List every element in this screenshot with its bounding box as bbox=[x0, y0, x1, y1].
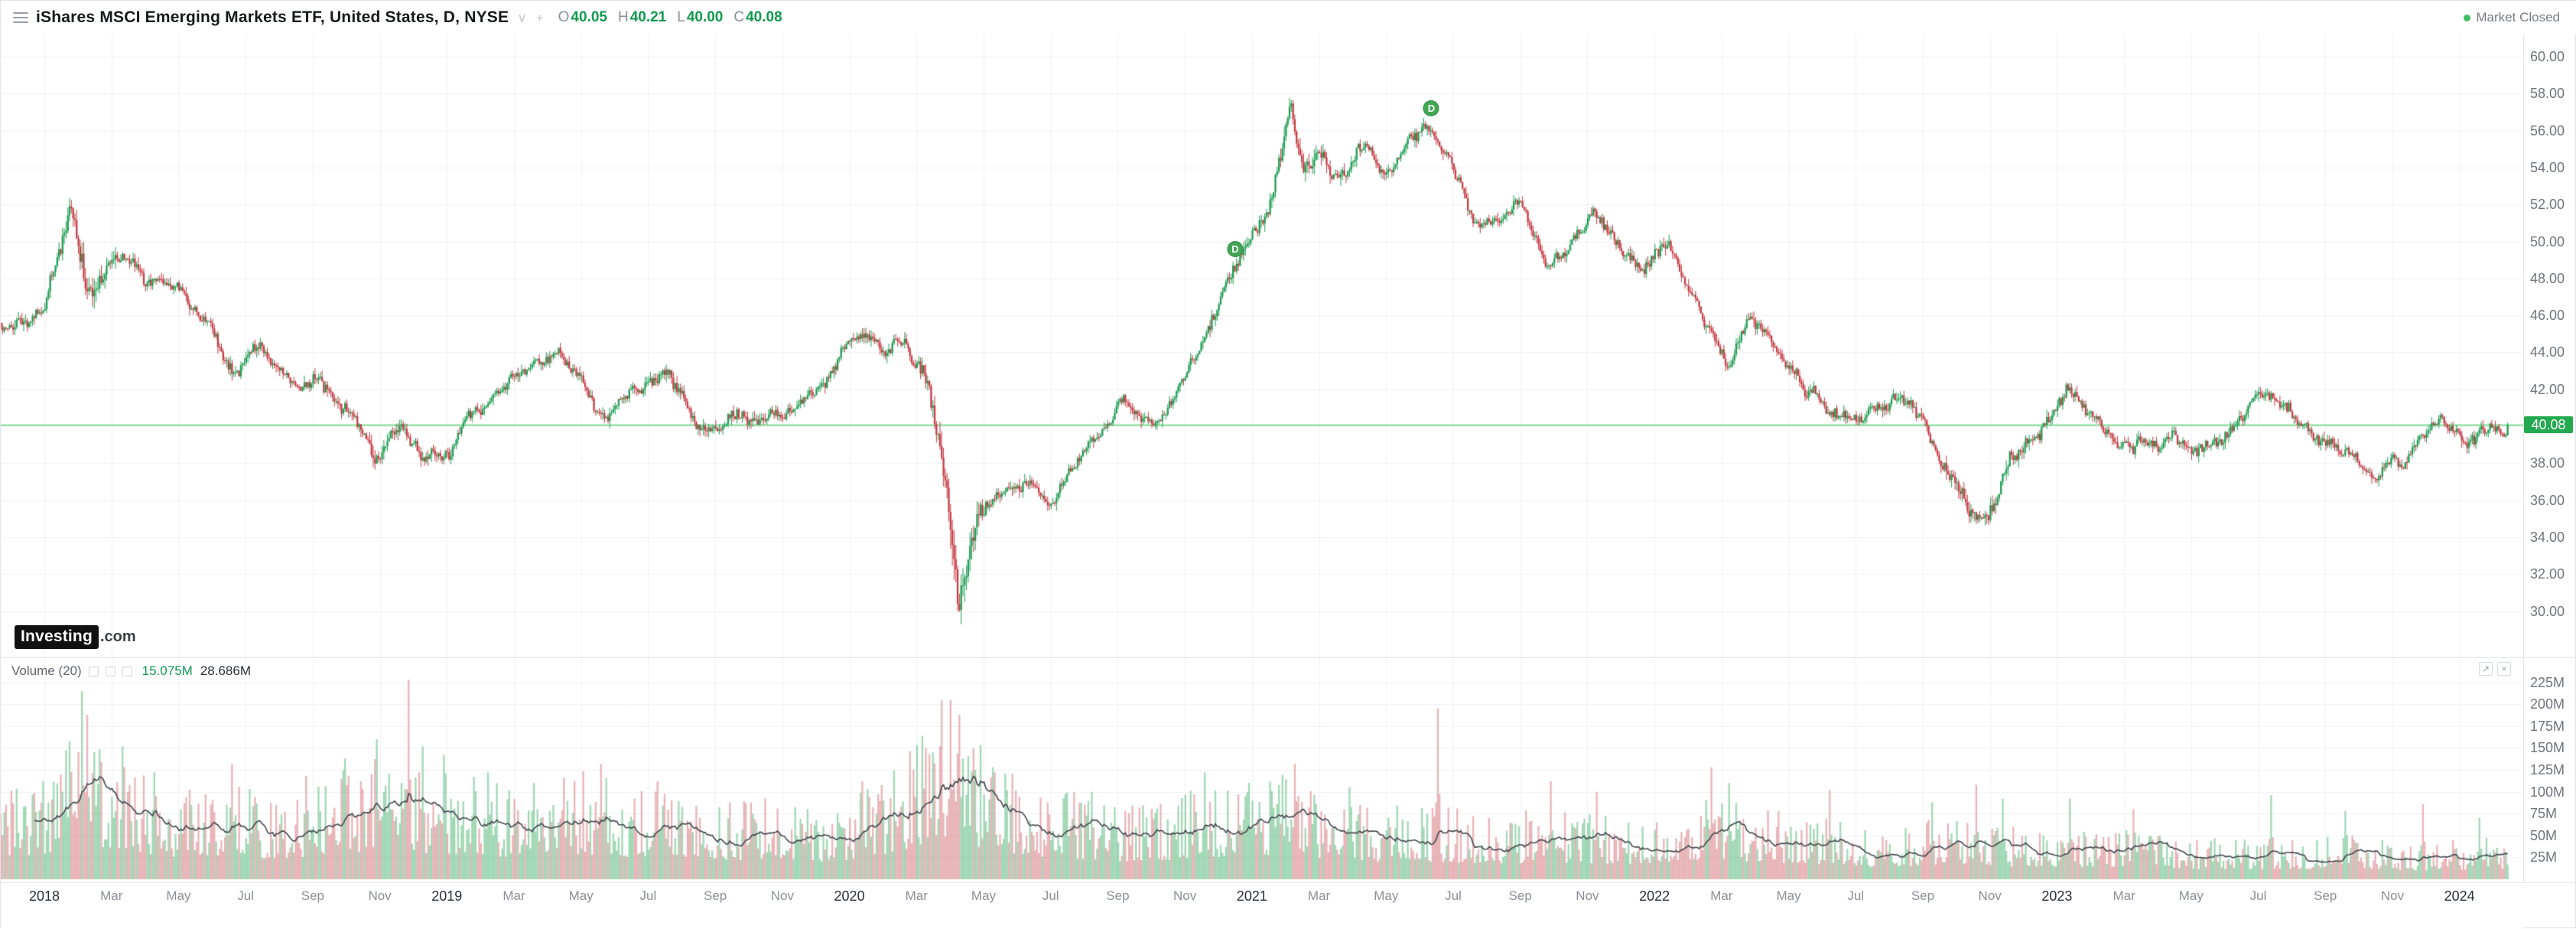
price-tick-label: 60.00 bbox=[2530, 48, 2565, 64]
volume-tick-label: 150M bbox=[2530, 740, 2565, 756]
time-tick-month-label: Nov bbox=[1173, 888, 1197, 903]
time-tick-month-label: Nov bbox=[770, 888, 794, 903]
last-price-label: 40.08 bbox=[2524, 416, 2573, 434]
time-tick-month-label: May bbox=[166, 888, 191, 903]
time-tick-month-label: May bbox=[1776, 888, 1801, 903]
add-symbol-icon[interactable]: + bbox=[535, 10, 544, 25]
price-tick-label: 36.00 bbox=[2530, 492, 2565, 508]
time-tick-month-label: Nov bbox=[1576, 888, 1599, 903]
time-tick-month-label: Sep bbox=[1508, 888, 1532, 903]
market-status: Market Closed bbox=[2464, 10, 2565, 25]
dividend-marker[interactable]: D bbox=[1227, 241, 1244, 258]
pane-divider[interactable] bbox=[1, 657, 2576, 658]
time-tick-year-label: 2021 bbox=[1236, 888, 1267, 904]
volume-axis[interactable]: 225M 200M 175M 150M 125M 100M 75M 50M 25M bbox=[2524, 1, 2576, 927]
volume-tick-label: 100M bbox=[2530, 784, 2565, 800]
chevron-down-icon[interactable]: ∨ bbox=[517, 10, 527, 25]
symbol-title[interactable]: iShares MSCI Emerging Markets ETF, Unite… bbox=[36, 8, 509, 26]
volume-ma-value: 15.075M bbox=[141, 663, 193, 678]
investing-logo-tld: .com bbox=[99, 628, 136, 645]
volume-values: 15.075M 28.686M bbox=[142, 663, 251, 679]
volume-tick-label: 200M bbox=[2530, 696, 2565, 712]
time-tick-month-label: Mar bbox=[2113, 888, 2135, 903]
time-tick-month-label: Nov bbox=[368, 888, 392, 903]
time-tick-month-label: Jul bbox=[1042, 888, 1059, 903]
low-value: L 40.00 bbox=[677, 9, 724, 25]
time-tick-month-label: Nov bbox=[2380, 888, 2405, 903]
time-tick-month-label: Mar bbox=[1710, 888, 1733, 903]
price-tick-label: 30.00 bbox=[2530, 603, 2565, 619]
time-tick-month-label: Nov bbox=[1978, 888, 2002, 903]
time-tick-month-label: May bbox=[971, 888, 997, 903]
time-tick-year-label: 2018 bbox=[28, 888, 60, 904]
price-tick-label: 46.00 bbox=[2530, 308, 2565, 324]
volume-current-value: 28.686M bbox=[200, 663, 252, 678]
close-pane-icon[interactable]: × bbox=[2497, 662, 2511, 676]
chart-header: iShares MSCI Emerging Markets ETF, Unite… bbox=[1, 1, 2576, 34]
volume-tick-label: 125M bbox=[2530, 762, 2565, 778]
menu-icon[interactable] bbox=[13, 12, 28, 23]
volume-indicator-header: Volume (20) 15.075M 28.686M bbox=[11, 663, 251, 679]
time-tick-month-label: Jul bbox=[2249, 888, 2267, 903]
volume-tick-label: 25M bbox=[2530, 849, 2558, 865]
price-chart-canvas[interactable] bbox=[1, 34, 2523, 657]
time-axis[interactable]: 2018 Mar May Jul Sep Nov 2019 Mar May Jul Sep Nov 20… bbox=[1, 883, 2523, 929]
investing-logo[interactable]: Investing .com bbox=[15, 625, 136, 649]
investing-logo-text: Investing bbox=[15, 625, 99, 649]
expand-pane-icon[interactable]: ↗ bbox=[2479, 662, 2493, 676]
time-tick-month-label: Jul bbox=[1847, 888, 1865, 903]
pane-controls: ↗ × bbox=[2479, 662, 2511, 676]
time-tick-month-label: Sep bbox=[1106, 888, 1130, 903]
volume-tick-label: 50M bbox=[2530, 827, 2558, 843]
price-tick-label: 52.00 bbox=[2530, 197, 2565, 213]
price-tick-label: 44.00 bbox=[2530, 344, 2565, 360]
volume-tick-label: 225M bbox=[2530, 674, 2565, 690]
time-tick-year-label: 2024 bbox=[2444, 888, 2475, 904]
time-tick-month-label: Mar bbox=[503, 888, 525, 903]
time-axis-divider bbox=[1, 882, 2576, 883]
price-tick-label: 50.00 bbox=[2530, 233, 2565, 249]
time-tick-month-label: Sep bbox=[2314, 888, 2337, 903]
price-tick-label: 58.00 bbox=[2530, 86, 2565, 102]
visibility-icon[interactable] bbox=[88, 666, 99, 676]
time-tick-month-label: Sep bbox=[704, 888, 727, 903]
time-tick-month-label: Mar bbox=[905, 888, 928, 903]
volume-tick-label: 75M bbox=[2530, 806, 2558, 822]
price-tick-label: 42.00 bbox=[2530, 381, 2565, 397]
time-tick-month-label: May bbox=[2178, 888, 2204, 903]
ohlc-readout: O 40.05 H 40.21 L 40.00 C 40.08 bbox=[558, 9, 782, 26]
time-tick-year-label: 2023 bbox=[2041, 888, 2073, 904]
time-tick-month-label: Mar bbox=[1307, 888, 1331, 903]
market-status-label: Market Closed bbox=[2476, 10, 2560, 24]
time-tick-month-label: Jul bbox=[237, 888, 255, 903]
close-indicator-icon[interactable] bbox=[122, 666, 132, 676]
time-tick-month-label: Mar bbox=[100, 888, 123, 903]
time-tick-month-label: May bbox=[1374, 888, 1399, 903]
time-tick-month-label: Sep bbox=[1911, 888, 1935, 903]
price-tick-label: 48.00 bbox=[2530, 270, 2565, 286]
price-tick-label: 54.00 bbox=[2530, 159, 2565, 175]
price-axis-border bbox=[2523, 34, 2524, 882]
market-status-dot bbox=[2464, 14, 2471, 21]
high-value: H 40.21 bbox=[617, 9, 667, 25]
time-tick-month-label: Sep bbox=[301, 888, 324, 903]
price-tick-label: 56.00 bbox=[2530, 122, 2565, 139]
time-tick-year-label: 2020 bbox=[834, 888, 865, 904]
time-tick-month-label: May bbox=[568, 888, 594, 903]
price-tick-label: 34.00 bbox=[2530, 529, 2565, 545]
open-value: O 40.05 bbox=[558, 9, 607, 25]
price-tick-label: 38.00 bbox=[2530, 455, 2565, 471]
close-value: C 40.08 bbox=[733, 9, 782, 25]
volume-chart-canvas[interactable] bbox=[1, 658, 2523, 882]
volume-indicator-label[interactable]: Volume (20) bbox=[11, 663, 82, 678]
settings-icon[interactable] bbox=[105, 666, 115, 676]
time-tick-month-label: Jul bbox=[639, 888, 657, 903]
time-tick-month-label: Jul bbox=[1445, 888, 1462, 903]
time-tick-year-label: 2019 bbox=[431, 888, 463, 904]
volume-tick-label: 175M bbox=[2530, 718, 2565, 734]
time-tick-year-label: 2022 bbox=[1639, 888, 1670, 904]
dividend-marker[interactable]: D bbox=[1423, 100, 1439, 117]
price-tick-label: 32.00 bbox=[2530, 566, 2565, 582]
